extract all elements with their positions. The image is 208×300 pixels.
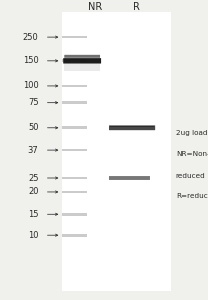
Text: reduced: reduced — [176, 172, 206, 178]
Bar — [62, 36, 87, 38]
Text: 150: 150 — [23, 56, 38, 65]
Text: 25: 25 — [28, 173, 38, 182]
FancyBboxPatch shape — [64, 55, 100, 58]
FancyBboxPatch shape — [109, 176, 150, 180]
Bar — [64, 63, 100, 71]
FancyBboxPatch shape — [63, 58, 101, 64]
Text: 250: 250 — [23, 33, 38, 42]
Bar — [62, 234, 87, 236]
Bar — [62, 101, 87, 104]
Text: 37: 37 — [28, 146, 38, 154]
Text: NR=Non-: NR=Non- — [176, 152, 208, 158]
Bar — [62, 177, 87, 179]
Text: 75: 75 — [28, 98, 38, 107]
Text: 15: 15 — [28, 210, 38, 219]
Bar — [62, 149, 87, 152]
Bar — [62, 85, 87, 87]
Bar — [110, 126, 154, 127]
Text: 100: 100 — [23, 81, 38, 90]
FancyBboxPatch shape — [109, 125, 155, 130]
Bar — [62, 59, 87, 62]
Bar — [62, 213, 87, 216]
Text: R: R — [133, 2, 140, 13]
Text: 20: 20 — [28, 188, 38, 196]
Text: R=reduced: R=reduced — [176, 194, 208, 200]
Text: 50: 50 — [28, 123, 38, 132]
Text: NR: NR — [88, 2, 102, 13]
Bar — [62, 126, 87, 129]
Text: 2ug loading: 2ug loading — [176, 130, 208, 136]
Bar — [62, 190, 87, 193]
Text: 10: 10 — [28, 231, 38, 240]
Bar — [62, 12, 171, 291]
